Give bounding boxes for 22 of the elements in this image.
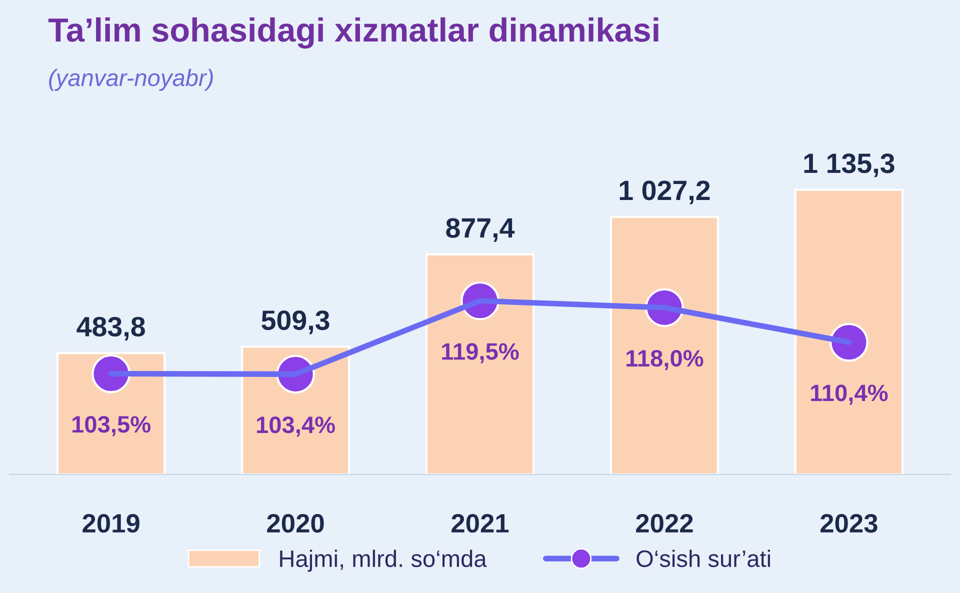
legend-label: O‘sish sur’ati [636,550,770,568]
data-label: 509,3 [262,310,330,334]
data-label: 118,0% [626,350,704,370]
x-tick-label: 2022 [636,514,693,533]
chart-subtitle: (yanvar-noyabr) [49,68,213,91]
data-label: 110,4% [811,384,888,405]
x-tick-label: 2021 [452,514,509,533]
chart-title: Ta’lim sohasidagi xizmatlar dinamikasi [48,17,658,49]
data-label: 1 027,2 [620,180,710,204]
x-tick-label: 2020 [267,514,324,533]
data-label: 103,5% [72,416,150,436]
bar [425,253,535,474]
legend-label: Hajmi, mlrd. so‘mda [280,550,487,572]
x-tick-label: 2019 [82,514,140,533]
data-label: 119,5% [442,343,519,364]
bar [794,188,904,474]
data-label: 103,4% [256,416,335,437]
bar [610,216,720,474]
data-label: 483,8 [76,316,145,341]
data-label: 877,4 [446,218,515,242]
x-tick-label: 2023 [820,514,878,533]
data-label: 1 135,3 [804,153,894,178]
